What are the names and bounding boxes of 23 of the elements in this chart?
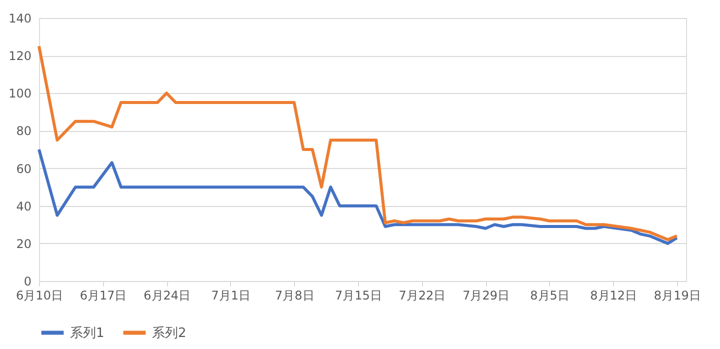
y-tick-label: 40 (16, 199, 32, 214)
y-tick-label: 140 (8, 12, 32, 26)
x-tick-label: 8月12日 (590, 288, 638, 302)
x-tick-label: 6月10日 (16, 288, 63, 302)
y-tick-label: 60 (16, 162, 32, 176)
x-tick-label: 7月15日 (334, 288, 382, 302)
x-tick-label: 7月22日 (398, 288, 446, 302)
y-tick-label: 80 (16, 124, 32, 138)
x-tick-label: 8月5日 (530, 288, 570, 302)
x-tick-label: 7月8日 (275, 288, 314, 302)
x-tick-label: 6月17日 (80, 288, 127, 302)
x-tick-label: 6月24日 (144, 288, 191, 302)
line-series (38, 148, 678, 245)
x-tick-label: 7月29日 (462, 288, 510, 302)
x-tick-label: 8月19日 (654, 288, 701, 302)
y-tick-label: 120 (8, 49, 32, 64)
y-tick-label: 20 (16, 236, 32, 251)
y-tick-label: 100 (8, 86, 32, 101)
line-series (38, 44, 678, 242)
y-tick-label: 0 (24, 274, 32, 288)
legend-label: 系列2 (152, 326, 186, 341)
legend-label: 系列1 (70, 326, 104, 341)
x-tick-label: 7月1日 (211, 288, 251, 302)
